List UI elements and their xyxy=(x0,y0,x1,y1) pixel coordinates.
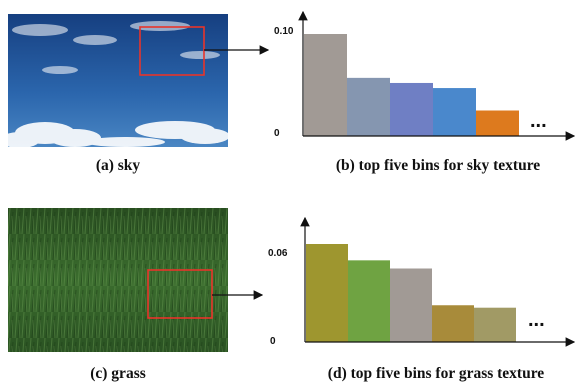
caption-sky-chart: (b) top five bins for sky texture xyxy=(336,157,540,174)
sky-ellipsis: ... xyxy=(530,110,547,132)
grass-photo xyxy=(8,208,228,352)
grass-bar-3 xyxy=(390,268,432,342)
caption-grass-chart: (d) top five bins for grass texture xyxy=(328,365,545,382)
sky-bar-5 xyxy=(476,110,519,136)
sky-histogram: 0.10 0 ... xyxy=(274,10,576,141)
sky-photo xyxy=(0,14,230,148)
grass-bar-1 xyxy=(306,244,348,342)
caption-sky-photo: (a) sky xyxy=(96,157,141,174)
grass-bar-2 xyxy=(348,260,390,342)
grass-selection-box xyxy=(147,269,213,319)
sky-selection-box xyxy=(139,26,205,76)
grass-bar-5 xyxy=(474,307,516,342)
sky-ytick-zero: 0 xyxy=(274,128,280,139)
sky-ytick-max: 0.10 xyxy=(274,26,294,37)
caption-grass-photo: (c) grass xyxy=(90,365,146,382)
sky-bar-4 xyxy=(433,88,476,136)
sky-bar-1 xyxy=(304,34,347,136)
grass-histogram: 0.06 0 ... xyxy=(268,216,576,347)
grass-ellipsis: ... xyxy=(528,309,545,331)
grass-ytick-zero: 0 xyxy=(270,336,276,347)
grass-ytick-max: 0.06 xyxy=(268,248,288,259)
sky-bar-3 xyxy=(390,82,433,136)
sky-bar-2 xyxy=(347,77,390,136)
grass-bar-4 xyxy=(432,305,474,342)
